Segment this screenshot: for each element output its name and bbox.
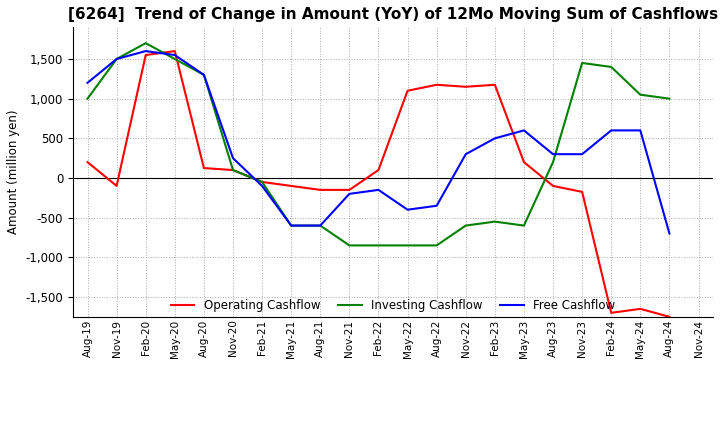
Investing Cashflow [490, 219, 499, 224]
Operating Cashflow [316, 187, 325, 193]
Free Cashflow [462, 151, 470, 157]
Investing Cashflow [171, 56, 179, 62]
Investing Cashflow [141, 40, 150, 46]
Free Cashflow [549, 151, 557, 157]
Investing Cashflow [112, 56, 121, 62]
Free Cashflow [578, 151, 587, 157]
Operating Cashflow [112, 183, 121, 189]
Line: Investing Cashflow: Investing Cashflow [88, 43, 670, 246]
Investing Cashflow [287, 223, 295, 228]
Operating Cashflow [549, 183, 557, 189]
Investing Cashflow [345, 243, 354, 248]
Investing Cashflow [229, 167, 238, 172]
Investing Cashflow [607, 64, 616, 70]
Operating Cashflow [490, 82, 499, 88]
Free Cashflow [229, 155, 238, 161]
Investing Cashflow [199, 72, 208, 77]
Operating Cashflow [520, 159, 528, 165]
Operating Cashflow [199, 165, 208, 171]
Free Cashflow [141, 48, 150, 54]
Free Cashflow [112, 56, 121, 62]
Free Cashflow [171, 52, 179, 58]
Investing Cashflow [578, 60, 587, 66]
Operating Cashflow [141, 52, 150, 58]
Free Cashflow [287, 223, 295, 228]
Free Cashflow [636, 128, 644, 133]
Operating Cashflow [432, 82, 441, 88]
Free Cashflow [432, 203, 441, 209]
Investing Cashflow [258, 180, 266, 185]
Free Cashflow [84, 80, 92, 85]
Operating Cashflow [84, 159, 92, 165]
Operating Cashflow [403, 88, 412, 93]
Investing Cashflow [462, 223, 470, 228]
Free Cashflow [403, 207, 412, 213]
Investing Cashflow [636, 92, 644, 97]
Free Cashflow [665, 231, 674, 236]
Y-axis label: Amount (million yen): Amount (million yen) [7, 110, 20, 234]
Free Cashflow [490, 136, 499, 141]
Free Cashflow [316, 223, 325, 228]
Operating Cashflow [374, 167, 383, 172]
Investing Cashflow [520, 223, 528, 228]
Operating Cashflow [607, 310, 616, 315]
Investing Cashflow [374, 243, 383, 248]
Free Cashflow [199, 72, 208, 77]
Investing Cashflow [432, 243, 441, 248]
Investing Cashflow [316, 223, 325, 228]
Operating Cashflow [636, 306, 644, 312]
Investing Cashflow [549, 159, 557, 165]
Operating Cashflow [258, 180, 266, 185]
Free Cashflow [520, 128, 528, 133]
Free Cashflow [607, 128, 616, 133]
Free Cashflow [374, 187, 383, 193]
Operating Cashflow [578, 189, 587, 194]
Investing Cashflow [403, 243, 412, 248]
Operating Cashflow [229, 167, 238, 172]
Line: Free Cashflow: Free Cashflow [88, 51, 670, 234]
Operating Cashflow [665, 314, 674, 319]
Title: [6264]  Trend of Change in Amount (YoY) of 12Mo Moving Sum of Cashflows: [6264] Trend of Change in Amount (YoY) o… [68, 7, 718, 22]
Investing Cashflow [84, 96, 92, 101]
Line: Operating Cashflow: Operating Cashflow [88, 51, 670, 317]
Operating Cashflow [171, 48, 179, 54]
Free Cashflow [258, 183, 266, 189]
Operating Cashflow [345, 187, 354, 193]
Investing Cashflow [665, 96, 674, 101]
Free Cashflow [345, 191, 354, 197]
Operating Cashflow [287, 183, 295, 189]
Legend: Operating Cashflow, Investing Cashflow, Free Cashflow: Operating Cashflow, Investing Cashflow, … [166, 294, 620, 317]
Operating Cashflow [462, 84, 470, 89]
